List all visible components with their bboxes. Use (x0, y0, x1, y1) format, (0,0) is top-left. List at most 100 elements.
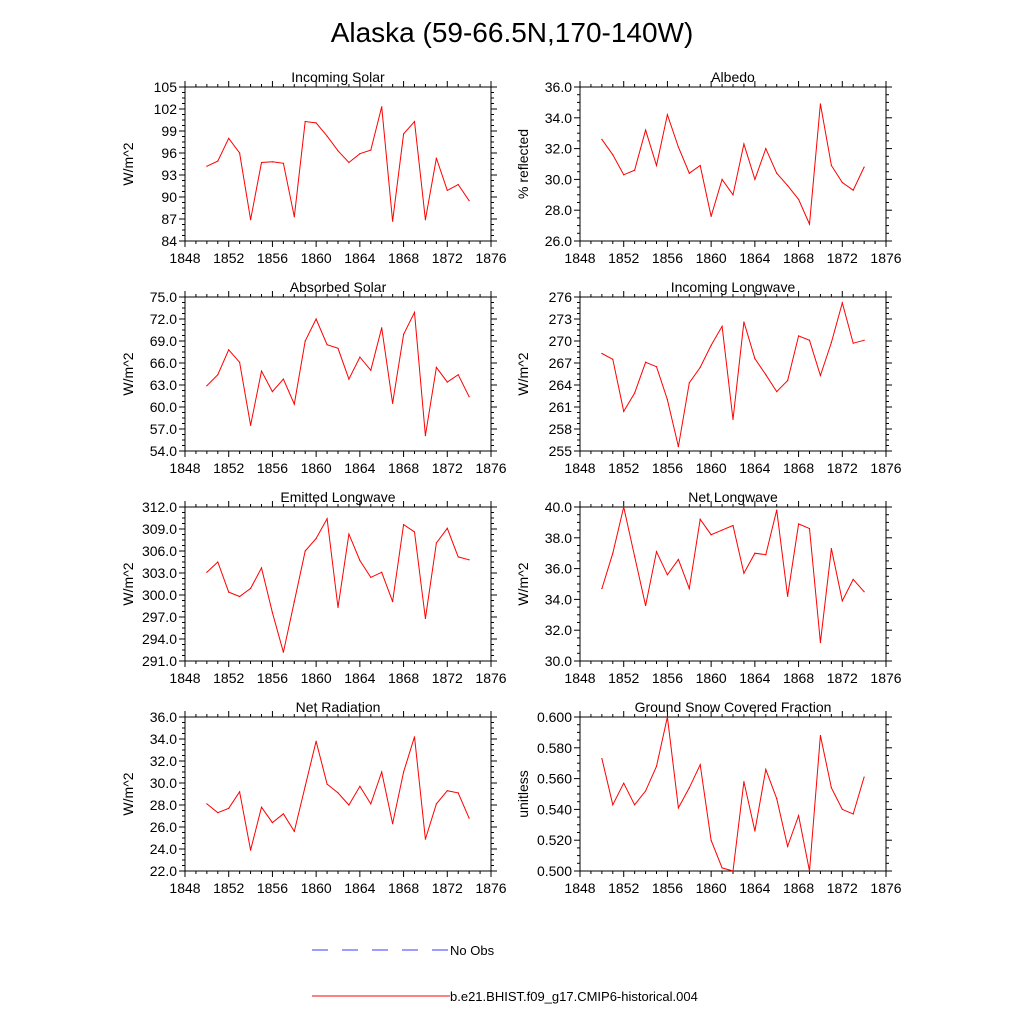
x-tick-label: 1848 (169, 460, 200, 476)
data-point (392, 402, 394, 404)
data-point (348, 161, 350, 164)
data-point (228, 807, 230, 809)
y-tick-label: 32.0 (545, 622, 572, 638)
data-point (435, 157, 437, 159)
y-tick-label: 96 (161, 145, 177, 161)
data-point (457, 374, 459, 376)
data-point (841, 808, 843, 811)
data-point (337, 792, 339, 794)
y-tick-label: 267 (549, 355, 573, 371)
data-point (381, 571, 383, 573)
y-tick-label: 36.0 (545, 561, 572, 577)
y-tick-label: 300.0 (142, 587, 177, 603)
plot-frame (579, 716, 887, 872)
data-point (228, 137, 230, 139)
y-tick-label: 54.0 (150, 443, 177, 459)
y-tick-label: 57.0 (150, 421, 177, 437)
y-tick-label: 32.0 (545, 141, 572, 157)
data-point (721, 178, 723, 180)
data-point (623, 782, 625, 784)
data-point (634, 555, 636, 557)
panel-title: Incoming Solar (291, 69, 385, 85)
plot-frame (184, 86, 492, 242)
data-point (830, 547, 832, 550)
data-point (797, 335, 800, 337)
y-tick-label: 26.0 (150, 819, 177, 835)
panel-ground-snow-covered-fraction: Ground Snow Covered Fraction unitless 1848… (515, 699, 902, 896)
data-point (260, 370, 263, 372)
x-tick-label: 1848 (564, 880, 595, 896)
panel-incoming-longwave: Incoming Longwave W/m^2 1848 1852 1856 1860 18… (515, 279, 902, 476)
data-point (271, 391, 274, 393)
data-point (688, 172, 690, 174)
y-tick-label: 22.0 (150, 863, 177, 879)
y-tick-label: 0.560 (537, 771, 572, 787)
x-tick-label: 1852 (608, 670, 639, 686)
y-axis-label: W/m^2 (120, 352, 136, 395)
x-tick-label: 1864 (344, 880, 375, 896)
x-tick-label: 1848 (169, 250, 200, 266)
x-tick-label: 1872 (827, 250, 858, 266)
data-point (293, 403, 295, 405)
series-line (601, 103, 865, 227)
data-point (249, 849, 252, 851)
data-point (249, 424, 252, 426)
data-point (776, 798, 778, 800)
panel-absorbed-solar: Absorbed Solar W/m^2 1848 1852 1856 1860 1864 1… (120, 279, 507, 476)
plot-frame (579, 86, 887, 242)
data-point (863, 339, 865, 341)
data-point (402, 333, 405, 335)
y-axis-label: W/m^2 (120, 142, 136, 185)
plot-frame (184, 506, 492, 662)
data-point (337, 150, 339, 152)
data-point (819, 374, 822, 377)
data-point (677, 446, 679, 448)
y-tick-label: 270 (549, 333, 573, 349)
data-point (666, 574, 669, 576)
data-point (239, 595, 241, 598)
x-tick-label: 1860 (696, 880, 727, 896)
data-point (468, 817, 470, 819)
x-tick-label: 1856 (652, 460, 683, 476)
data-point (206, 571, 208, 573)
data-point (644, 129, 647, 131)
x-tick-label: 1872 (432, 460, 463, 476)
data-point (644, 604, 647, 607)
data-point (787, 845, 789, 847)
legend-entry-model: b.e21.BHIST.f09_g17.CMIP6-historical.004 (312, 989, 698, 1004)
data-point (743, 781, 745, 783)
x-tick-label: 1868 (388, 460, 419, 476)
figure-title: Alaska (59-66.5N,170-140W) (331, 17, 694, 48)
data-point (381, 327, 383, 329)
data-point (841, 181, 843, 184)
data-point (710, 839, 712, 841)
data-point (852, 813, 854, 815)
series-line (206, 310, 470, 436)
y-tick-label: 40.0 (545, 499, 572, 515)
data-point (228, 349, 230, 351)
y-tick-label: 66.0 (150, 355, 177, 371)
data-point (206, 165, 208, 167)
data-point (315, 740, 317, 742)
data-point (282, 162, 284, 164)
x-tick-label: 1852 (213, 880, 244, 896)
data-point (732, 524, 734, 527)
legend-label-model: b.e21.BHIST.f09_g17.CMIP6-historical.004 (450, 989, 698, 1004)
x-tick-label: 1860 (301, 880, 332, 896)
y-axis-label: W/m^2 (120, 772, 136, 815)
data-point (424, 435, 427, 437)
data-point (819, 734, 822, 737)
data-point (468, 396, 470, 398)
data-point (677, 558, 679, 560)
data-point (623, 410, 625, 412)
data-point (776, 172, 778, 174)
data-point (666, 399, 669, 401)
data-point (282, 651, 284, 653)
data-point (282, 378, 284, 380)
x-tick-label: 1868 (783, 250, 814, 266)
y-tick-label: 297.0 (142, 609, 177, 625)
x-tick-label: 1848 (169, 880, 200, 896)
x-tick-label: 1856 (652, 250, 683, 266)
x-tick-label: 1872 (827, 460, 858, 476)
data-point (688, 787, 690, 789)
